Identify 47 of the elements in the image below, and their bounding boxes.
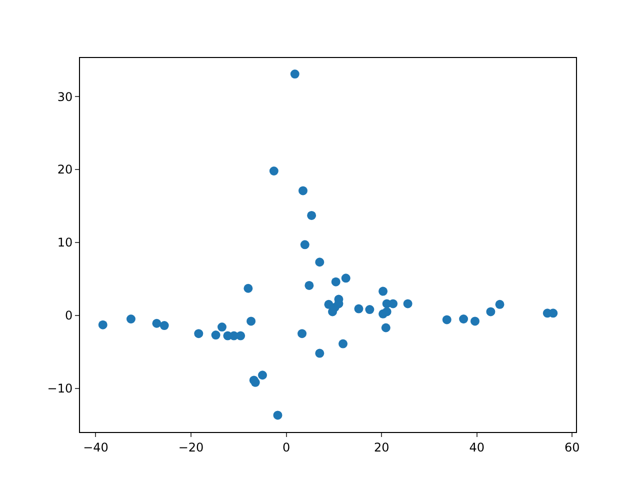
point bbox=[403, 299, 412, 308]
point bbox=[152, 318, 162, 328]
point bbox=[258, 370, 267, 380]
point bbox=[298, 329, 307, 338]
point bbox=[300, 240, 310, 250]
point bbox=[442, 315, 452, 324]
x-tick-label: 60 bbox=[564, 440, 580, 454]
point bbox=[486, 307, 496, 316]
point bbox=[470, 316, 480, 326]
y-tick-label: 20 bbox=[57, 162, 73, 177]
point bbox=[194, 329, 204, 338]
point bbox=[388, 299, 398, 308]
point bbox=[382, 307, 392, 316]
point bbox=[307, 210, 316, 220]
point bbox=[269, 166, 278, 176]
point bbox=[126, 314, 136, 324]
point bbox=[98, 320, 108, 330]
point bbox=[365, 305, 374, 314]
point bbox=[236, 331, 246, 340]
point bbox=[378, 286, 388, 296]
y-tick-label: 30 bbox=[57, 90, 73, 104]
y-tick-label: −10 bbox=[47, 381, 73, 396]
x-tick-label: 40 bbox=[469, 440, 485, 454]
y-tick-label: 0 bbox=[64, 308, 73, 323]
point bbox=[211, 330, 220, 340]
point bbox=[246, 316, 256, 326]
point bbox=[315, 258, 324, 267]
point bbox=[217, 322, 226, 332]
point bbox=[381, 323, 390, 332]
point bbox=[160, 321, 169, 330]
point bbox=[290, 70, 300, 79]
point bbox=[341, 274, 350, 283]
point bbox=[338, 339, 348, 348]
point bbox=[495, 300, 504, 309]
point bbox=[298, 186, 308, 196]
point bbox=[244, 284, 253, 293]
y-tick-label: 10 bbox=[57, 236, 73, 250]
point bbox=[315, 348, 324, 358]
x-tick-label: 20 bbox=[374, 440, 390, 454]
x-tick-label: 0 bbox=[282, 440, 290, 454]
point bbox=[304, 280, 314, 290]
point bbox=[354, 304, 364, 314]
point bbox=[459, 314, 468, 324]
x-tick-label: −20 bbox=[178, 440, 204, 454]
point bbox=[273, 410, 282, 420]
point bbox=[331, 277, 340, 286]
x-tick-label: −40 bbox=[83, 440, 108, 454]
